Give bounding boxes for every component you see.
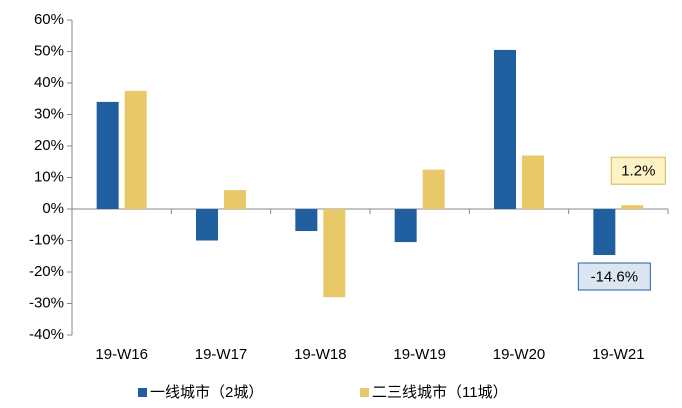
bar (494, 49, 516, 209)
y-tick-label: -40% (29, 326, 64, 343)
bar (394, 209, 417, 243)
x-tick-label: 19-W16 (95, 346, 148, 363)
legend-swatch (138, 388, 147, 397)
y-tick-label: 0% (42, 200, 64, 217)
bar (124, 90, 147, 209)
x-tick-label: 19-W18 (294, 346, 347, 363)
y-tick-label: 20% (34, 137, 64, 154)
legend-swatch (360, 388, 369, 397)
bar (522, 155, 544, 209)
bar (96, 101, 119, 209)
value-label: 1.2% (621, 163, 655, 180)
x-tick-label: 19-W17 (195, 346, 248, 363)
y-tick-label: -30% (29, 294, 64, 311)
x-tick-label: 19-W21 (592, 346, 645, 363)
y-tick-label: 50% (34, 42, 64, 59)
y-tick-label: 30% (34, 105, 64, 122)
x-tick-label: 19-W19 (393, 346, 446, 363)
y-tick-label: 40% (34, 74, 64, 91)
bar (621, 205, 644, 209)
value-label-box (610, 156, 666, 185)
legend-label: 二三线城市（11城） (372, 384, 508, 401)
x-tick-label: 19-W20 (493, 346, 546, 363)
y-tick-label: -20% (29, 263, 64, 280)
bar (295, 209, 318, 232)
value-label-box (577, 262, 651, 291)
bar (196, 209, 218, 241)
bar (224, 190, 246, 209)
bar (323, 209, 346, 298)
y-tick-label: 10% (34, 168, 64, 185)
y-tick-label: -10% (29, 231, 64, 248)
bar (422, 169, 445, 209)
value-label: -14.6% (591, 268, 639, 285)
legend-label: 一线城市（2城） (150, 384, 263, 401)
y-tick-label: 60% (34, 11, 64, 28)
bar (593, 209, 616, 255)
